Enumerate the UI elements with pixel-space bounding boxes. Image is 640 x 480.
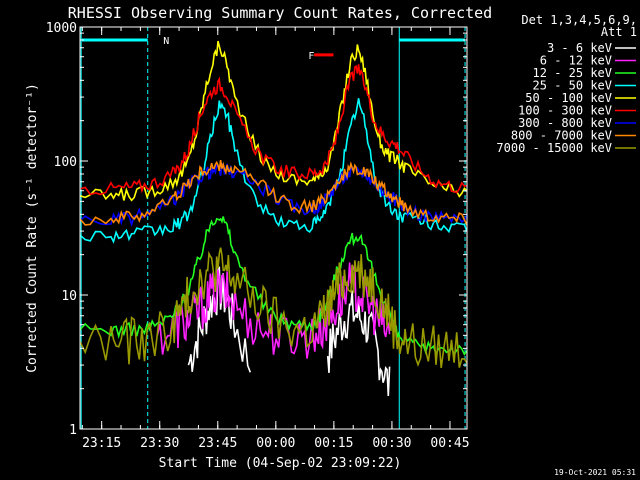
legend-label: 50 - 100 keV [525, 91, 612, 105]
y-tick-label: 1000 [46, 21, 77, 36]
legend-label: 12 - 25 keV [533, 66, 612, 80]
annotation-f: F [308, 51, 314, 62]
x-tick-label: 00:30 [372, 436, 411, 451]
legend-label: 300 - 800 keV [518, 116, 612, 130]
x-tick-label: 23:15 [82, 436, 121, 451]
series-line-8 [80, 159, 467, 226]
series-line-9 [80, 247, 467, 369]
series-line-4 [80, 98, 467, 244]
chart-title: RHESSI Observing Summary Count Rates, Co… [68, 4, 492, 22]
legend-label: 7000 - 15000 keV [496, 141, 612, 155]
y-tick-label: 100 [54, 155, 77, 170]
y-axis-label: Corrected Count Rate (s⁻¹ detector⁻¹) [25, 83, 40, 373]
x-tick-label: 00:00 [256, 436, 295, 451]
y-tick-label: 1 [69, 423, 77, 438]
legend-header-line: Det 1,3,4,5,6,9, [521, 13, 637, 27]
x-tick-label: 00:45 [430, 436, 469, 451]
legend-header-line: Att 1 [601, 25, 637, 39]
plot-frame [79, 26, 468, 430]
legend-label: 100 - 300 keV [518, 104, 612, 118]
series-line-6 [80, 64, 467, 196]
series-line-5 [80, 40, 467, 202]
legend-label: 3 - 6 keV [547, 41, 612, 55]
x-tick-label: 23:45 [198, 436, 237, 451]
y-tick-label: 10 [61, 289, 77, 304]
x-tick-label: 00:15 [314, 436, 353, 451]
x-axis-label: Start Time (04-Sep-02 23:09:22) [159, 456, 402, 471]
legend-label: 6 - 12 keV [540, 54, 612, 68]
footer-timestamp: 19-Oct-2021 05:31 [554, 468, 636, 477]
legend-label: 25 - 50 keV [533, 79, 612, 93]
legend-label: 800 - 7000 keV [511, 129, 612, 143]
annotation-n: N [163, 36, 169, 47]
x-tick-label: 23:30 [140, 436, 179, 451]
